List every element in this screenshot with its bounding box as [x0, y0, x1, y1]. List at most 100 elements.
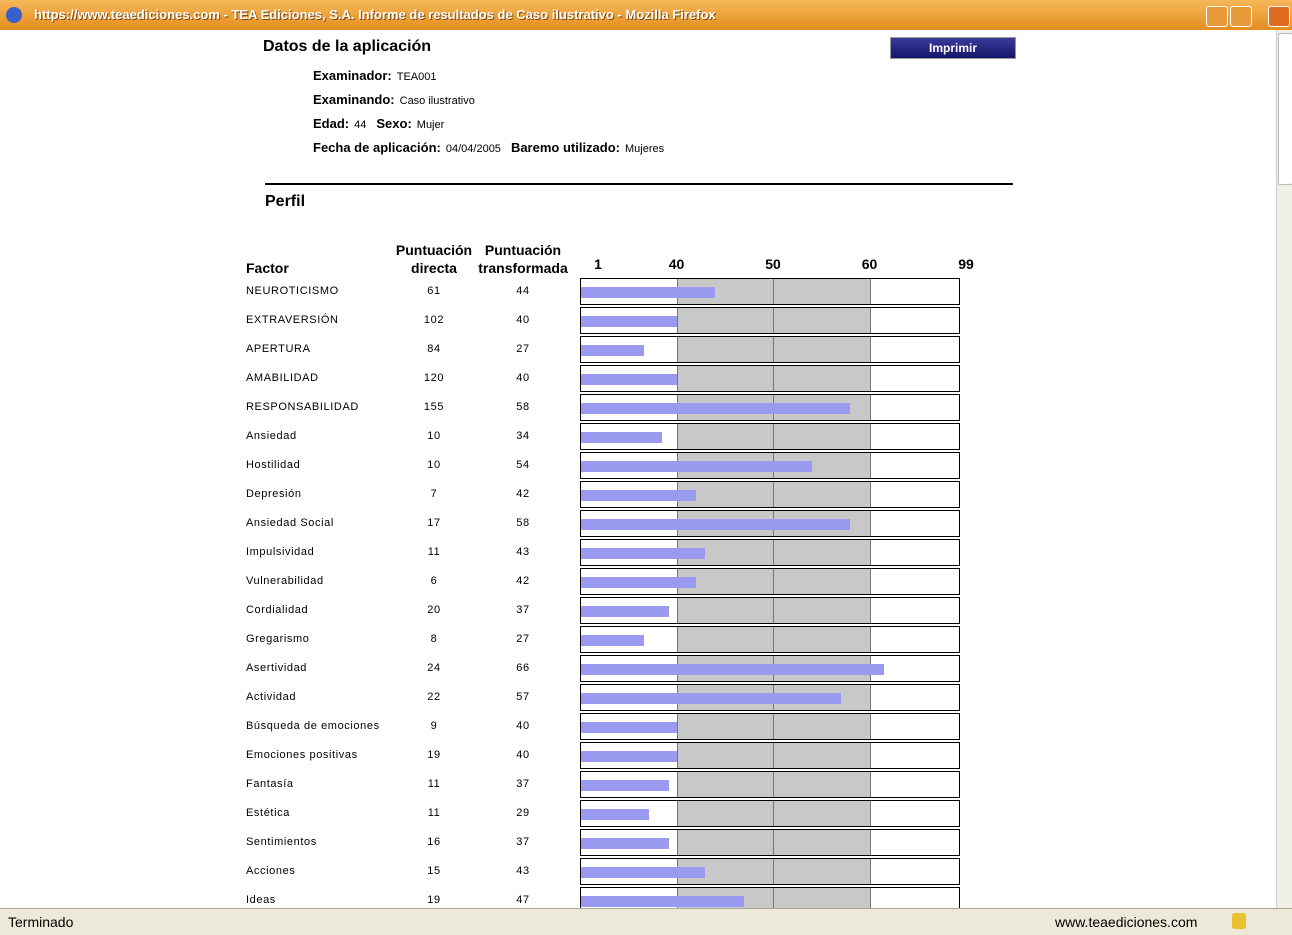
score-divider — [676, 366, 678, 391]
score-divider — [676, 337, 678, 362]
score-bar — [581, 751, 677, 762]
title-bar: https://www.teaediciones.com - TEA Edici… — [0, 0, 1292, 30]
field-label: Baremo utilizado: — [510, 140, 621, 155]
score-divider — [869, 453, 871, 478]
direct-score: 10 — [427, 430, 441, 442]
score-bar — [581, 316, 677, 327]
score-bar — [581, 490, 696, 501]
transformed-score: 29 — [516, 807, 530, 819]
score-divider — [869, 569, 871, 594]
transformed-score: 58 — [516, 517, 530, 529]
factor-name: Gregarismo — [246, 633, 310, 645]
field-line: Examinando: Caso ilustrativo — [313, 92, 475, 107]
direct-score: 11 — [427, 546, 441, 558]
score-divider — [773, 830, 774, 855]
score-bar — [581, 287, 716, 298]
score-bar — [581, 635, 645, 646]
score-divider — [676, 801, 678, 826]
transformed-score: 34 — [516, 430, 530, 442]
score-divider — [676, 743, 678, 768]
score-divider — [869, 772, 871, 797]
header-transformed: Puntuación — [484, 242, 562, 258]
score-bar — [581, 432, 662, 443]
score-divider — [869, 511, 871, 536]
transformed-score: 57 — [516, 691, 530, 703]
score-divider — [869, 279, 871, 304]
score-divider — [676, 772, 678, 797]
score-divider — [869, 366, 871, 391]
section-title: Datos de la aplicación — [263, 38, 432, 55]
field-value: 44 — [354, 119, 367, 131]
field-label: Examinador: — [313, 68, 392, 83]
scroll-thumb[interactable] — [1278, 33, 1292, 185]
factor-name: Estética — [246, 807, 290, 819]
factor-name: Ideas — [246, 894, 276, 906]
score-divider — [869, 308, 871, 333]
direct-score: 19 — [427, 894, 441, 906]
factor-name: RESPONSABILIDAD — [246, 401, 359, 413]
separator — [265, 183, 1013, 185]
transformed-score: 40 — [516, 372, 530, 384]
transformed-score: 27 — [516, 633, 530, 645]
score-bar — [581, 722, 677, 733]
score-divider — [676, 424, 678, 449]
score-divider — [773, 888, 774, 908]
score-bar — [581, 693, 841, 704]
factor-name: Cordialidad — [246, 604, 309, 616]
score-divider — [869, 801, 871, 826]
direct-score: 20 — [427, 604, 441, 616]
transformed-score: 40 — [516, 749, 530, 761]
transformed-score: 66 — [516, 662, 530, 674]
scale-tick-label: 1 — [594, 256, 602, 272]
transformed-score: 42 — [516, 488, 530, 500]
score-divider — [869, 685, 871, 710]
direct-score: 16 — [427, 836, 441, 848]
direct-score: 6 — [430, 575, 438, 587]
score-bar — [581, 606, 670, 617]
score-divider — [869, 859, 871, 884]
minimize-button[interactable] — [1206, 6, 1228, 27]
field-value: TEA001 — [396, 71, 437, 83]
field-value: 04/04/2005 — [445, 143, 501, 155]
header-factor: Factor — [246, 260, 289, 276]
scale-tick-label: 99 — [958, 256, 974, 272]
restore-button[interactable] — [1230, 6, 1252, 27]
transformed-score: 47 — [516, 894, 530, 906]
transformed-score: 40 — [516, 720, 530, 732]
direct-score: 10 — [427, 459, 441, 471]
factor-name: Depresión — [246, 488, 302, 500]
factor-name: Ansiedad — [246, 430, 297, 442]
factor-name: Asertividad — [246, 662, 308, 674]
score-divider — [773, 772, 774, 797]
scrollbar[interactable] — [1276, 30, 1292, 908]
factor-name: Actividad — [246, 691, 297, 703]
direct-score: 102 — [423, 314, 445, 326]
close-button[interactable] — [1268, 6, 1290, 27]
score-divider — [676, 308, 678, 333]
factor-name: Sentimientos — [246, 836, 317, 848]
scale-tick-label: 40 — [668, 256, 685, 272]
score-bar — [581, 577, 696, 588]
print-button[interactable]: Imprimir — [890, 37, 1016, 59]
factor-name: AMABILIDAD — [246, 372, 319, 384]
status-text: Terminado — [8, 914, 74, 930]
score-divider — [773, 540, 774, 565]
field-value: Caso ilustrativo — [399, 95, 475, 107]
score-divider — [869, 598, 871, 623]
direct-score: 9 — [430, 720, 438, 732]
score-bar — [581, 809, 650, 820]
score-divider — [773, 482, 774, 507]
field-line: Examinador: TEA001 — [313, 68, 437, 83]
window-title: https://www.teaediciones.com - TEA Edici… — [34, 7, 716, 22]
direct-score: 120 — [423, 372, 445, 384]
scale-tick-label: 60 — [861, 256, 878, 272]
transformed-score: 44 — [516, 285, 530, 297]
direct-score: 22 — [427, 691, 441, 703]
transformed-score: 43 — [516, 546, 530, 558]
score-bar — [581, 403, 851, 414]
score-divider — [773, 424, 774, 449]
score-divider — [676, 714, 678, 739]
field-label: Examinando: — [313, 92, 395, 107]
transformed-score: 27 — [516, 343, 530, 355]
transformed-score: 42 — [516, 575, 530, 587]
